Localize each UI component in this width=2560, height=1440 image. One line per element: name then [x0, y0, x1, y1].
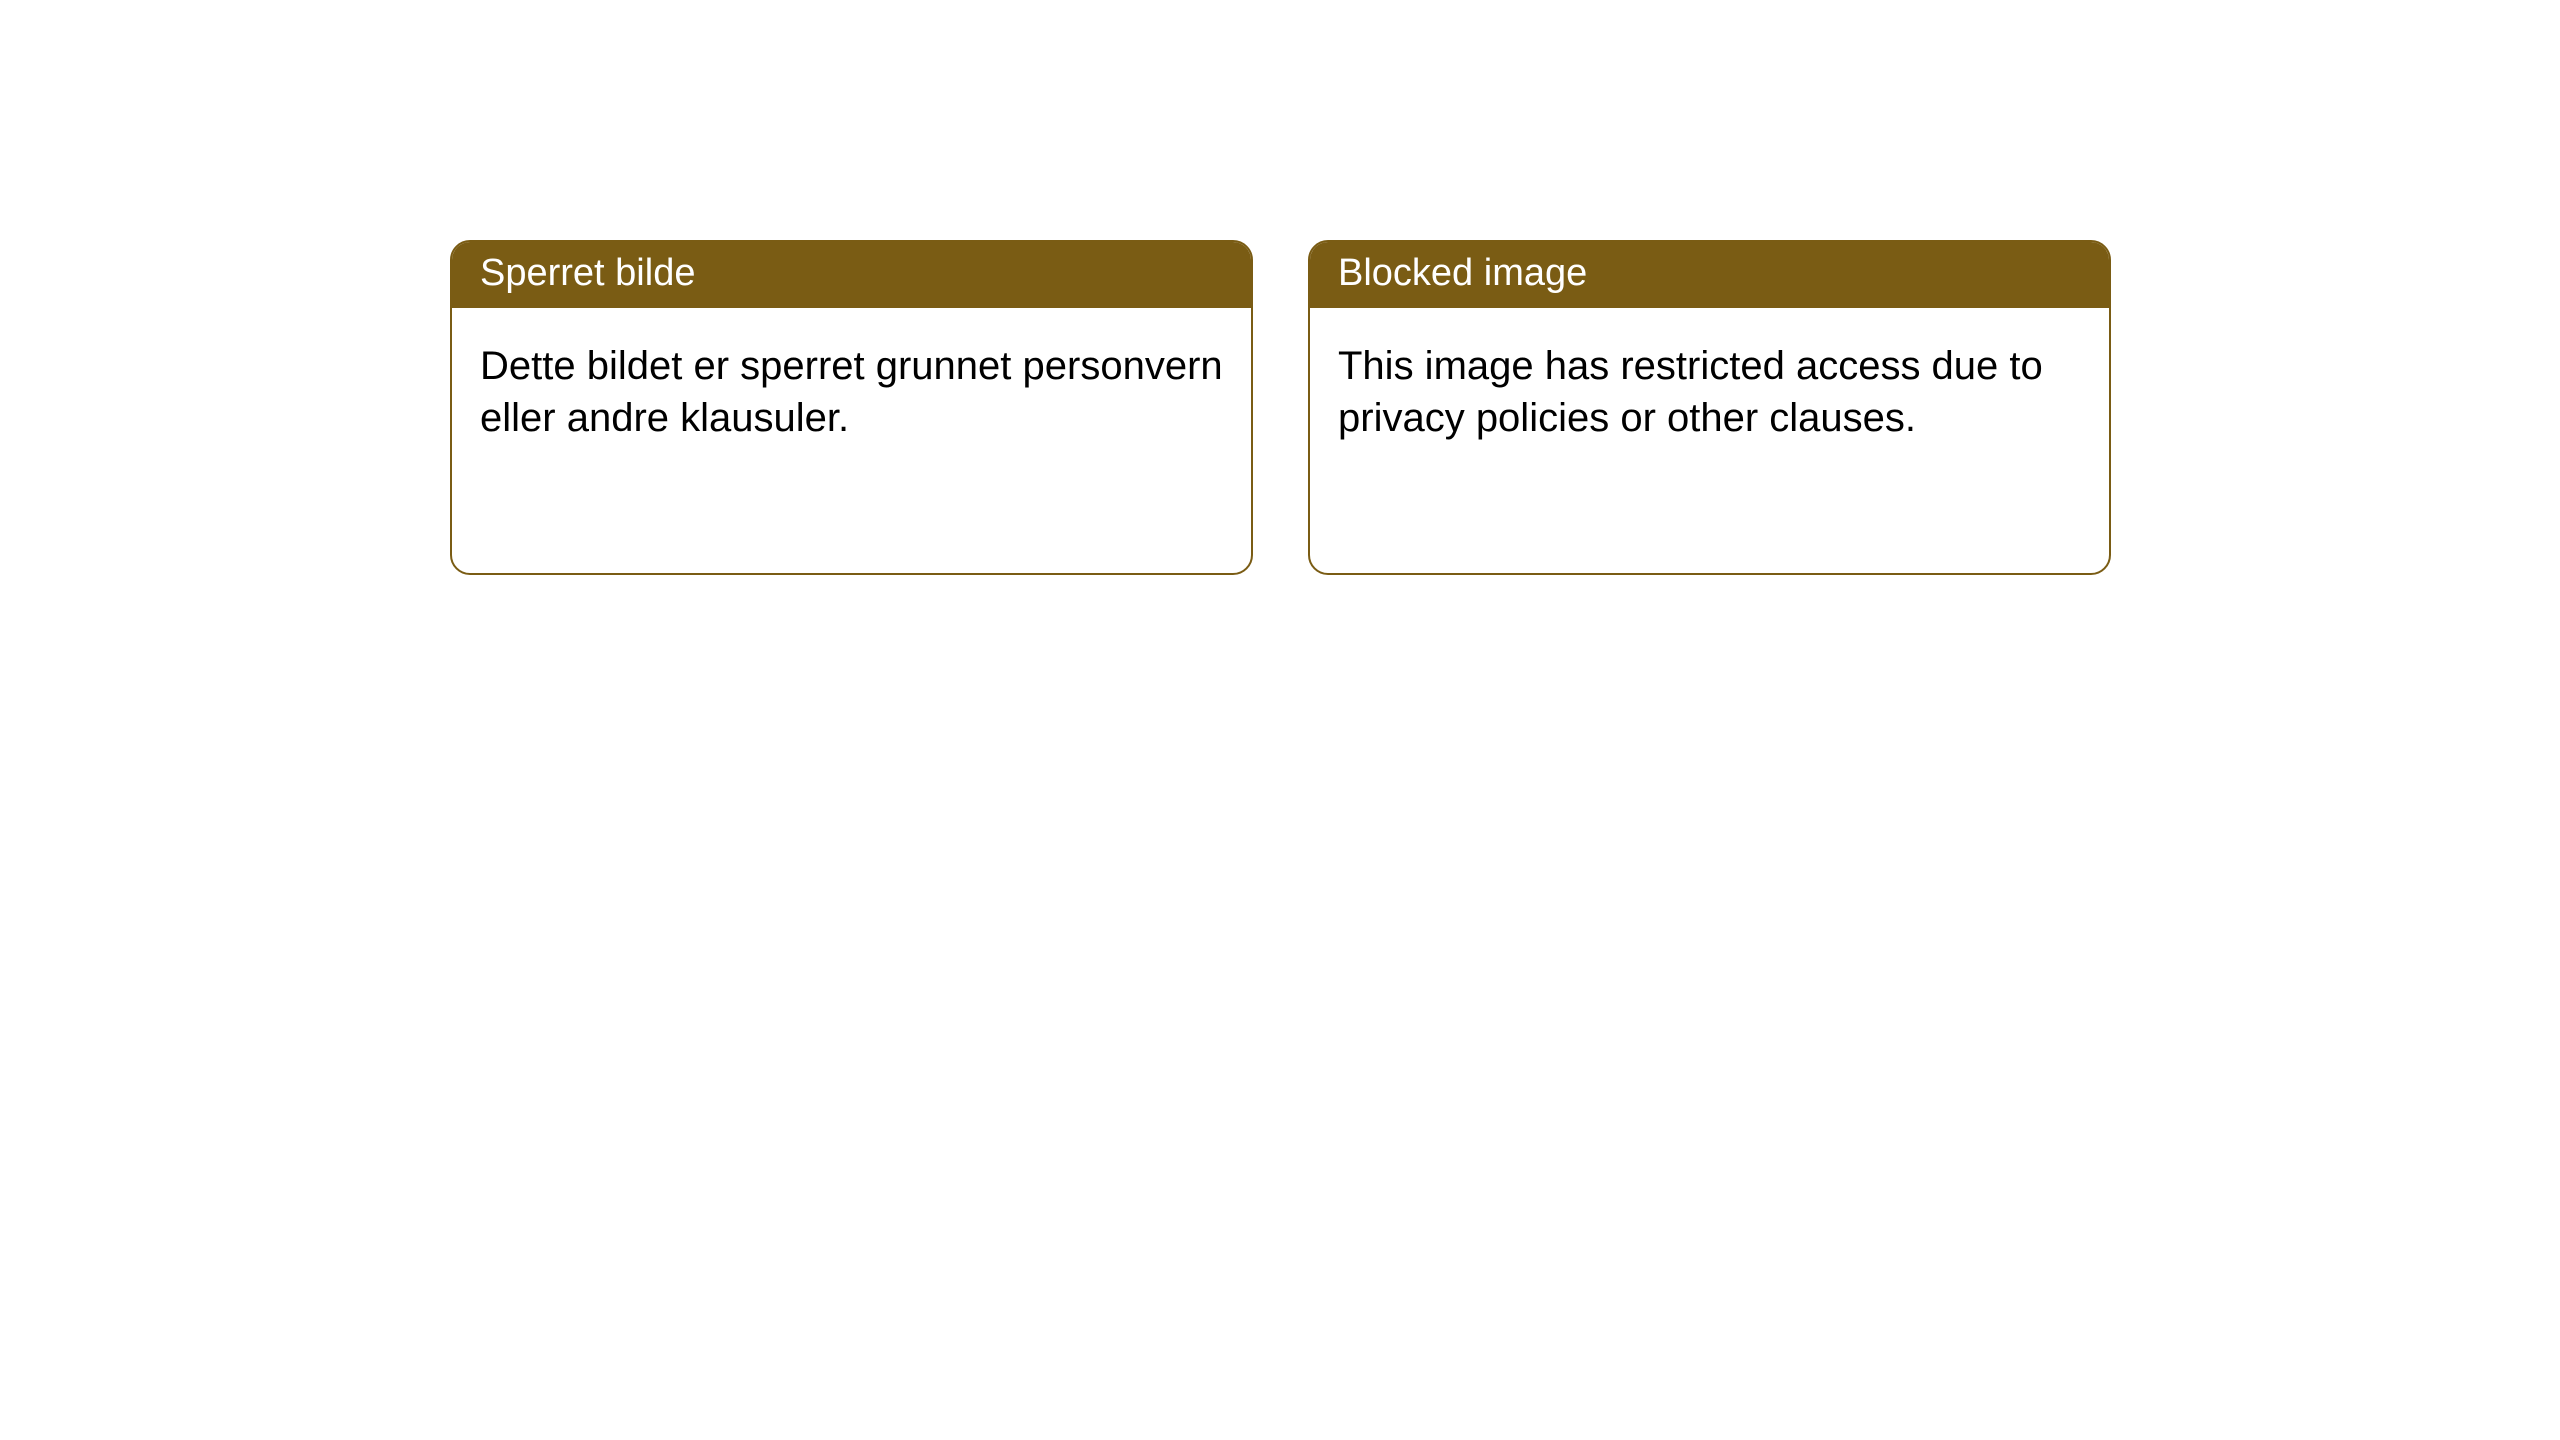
- card-english: Blocked image This image has restricted …: [1308, 240, 2111, 575]
- card-norwegian: Sperret bilde Dette bildet er sperret gr…: [450, 240, 1253, 575]
- card-body-text: This image has restricted access due to …: [1310, 308, 2109, 476]
- card-body-text: Dette bildet er sperret grunnet personve…: [452, 308, 1251, 476]
- card-title: Blocked image: [1310, 242, 2109, 308]
- card-title: Sperret bilde: [452, 242, 1251, 308]
- blocked-image-cards: Sperret bilde Dette bildet er sperret gr…: [450, 240, 2111, 575]
